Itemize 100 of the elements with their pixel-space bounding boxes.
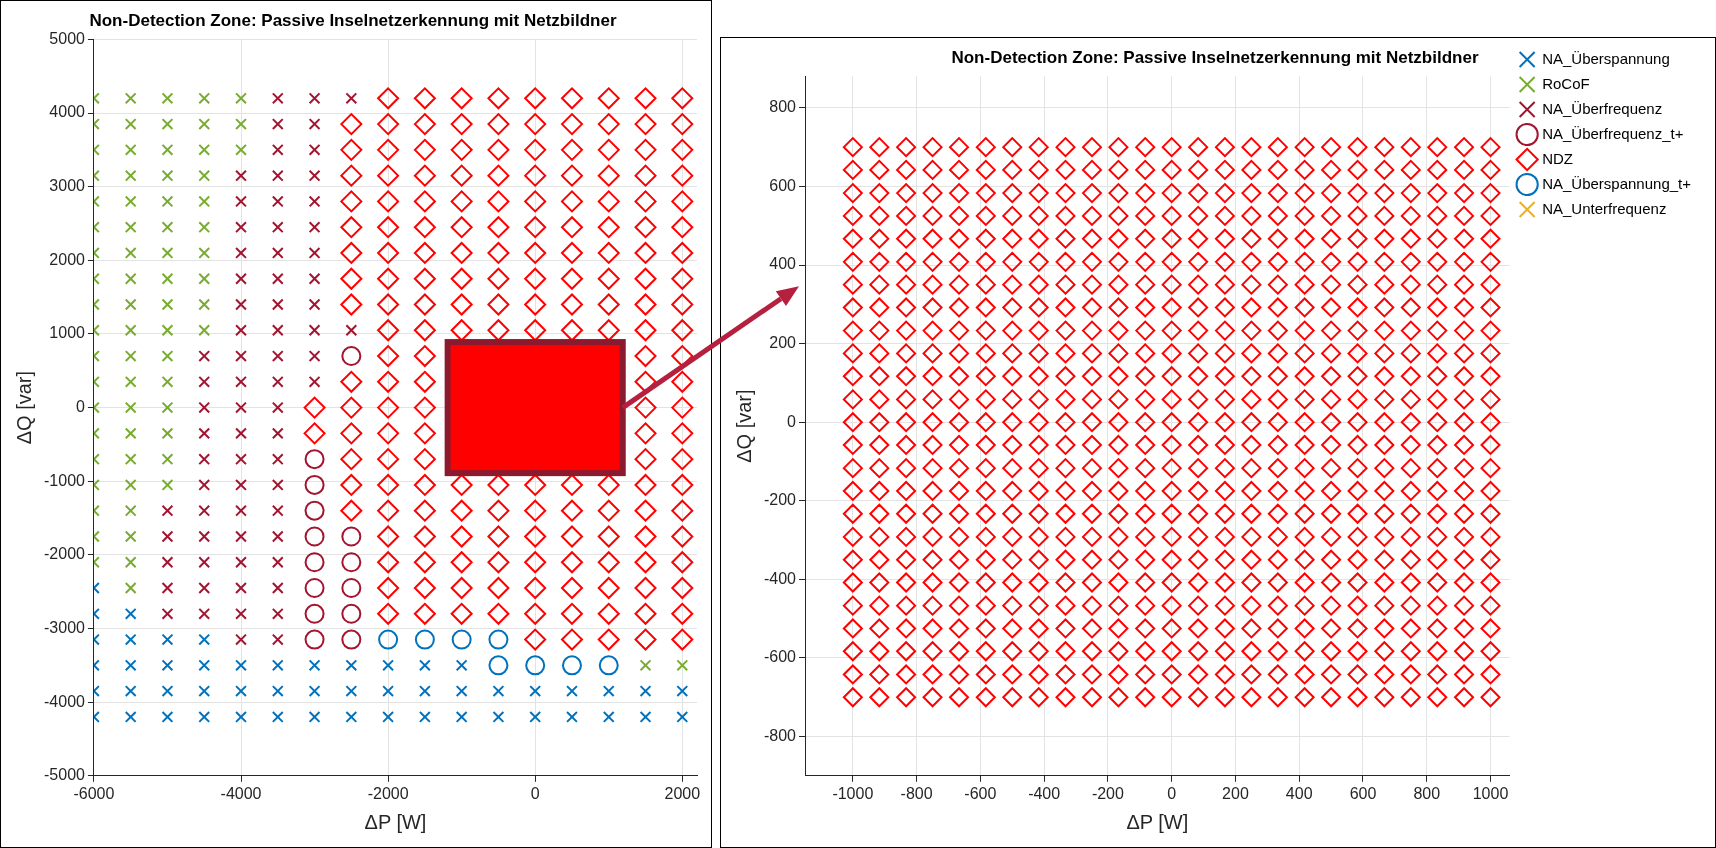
y-tick-label: -1000 [44,471,86,489]
point [345,685,358,698]
x-tick-label: -2000 [367,784,409,802]
point [455,710,468,723]
x-tick-label: -800 [900,784,933,802]
point [341,578,362,599]
point [414,629,435,650]
y-tick-label: -200 [763,491,797,509]
point [161,659,174,672]
point [492,710,505,723]
point [345,659,358,672]
point [525,655,546,676]
point [382,685,395,698]
point [566,685,578,698]
point [455,685,468,698]
x-tick-label: 0 [530,784,540,802]
y-tick-label: 3000 [49,177,86,195]
x-tick-label: -4000 [220,784,262,802]
legend-label: NA_Überfrequenz [1542,99,1663,117]
legend-label: RoCoF [1542,74,1590,92]
y-tick-label: -4000 [44,692,86,710]
point [492,685,505,698]
chart-title: Non-Detection Zone: Passive Inselnetzerkennung mit Netzbildner [951,47,1479,67]
x-axis-title: ΔP [W] [1126,810,1189,833]
point [271,659,284,672]
point [161,633,174,646]
y-tick-label: 600 [769,176,797,194]
point [271,685,284,698]
y-tick-label: 0 [787,412,797,430]
point [382,710,395,723]
point [639,685,652,698]
point [488,629,509,650]
x-tick-label: 600 [1349,784,1377,802]
point [529,685,542,698]
point [598,655,619,676]
point [124,685,137,698]
x-axis-title: ΔP [W] [364,810,427,833]
y-tick-label: -800 [763,726,797,744]
legend-label: NA_Unterfrequenz [1542,199,1667,217]
x-tick-label: -200 [1091,784,1125,802]
point [304,629,325,650]
x-tick-label: 1000 [1472,784,1509,802]
point [529,710,542,723]
point [198,710,211,723]
point [378,629,399,650]
point [304,603,325,624]
y-tick-label: -600 [763,648,797,666]
x-tick-label: 2000 [664,784,701,802]
point [124,659,137,672]
point [488,655,509,676]
point [304,449,325,470]
x-tick-label: -1000 [832,784,874,802]
point [124,607,137,620]
x-tick-label: 200 [1222,784,1249,802]
x-tick-label: -600 [964,784,997,802]
legend-label: NA_Überspannung [1542,49,1670,67]
point [341,526,362,547]
point [676,710,689,723]
legend-label: NDZ [1542,149,1573,167]
legend-label: NA_Überspannung_t+ [1542,174,1692,192]
y-tick-label: 400 [769,255,797,273]
point [235,685,247,698]
point [451,629,472,650]
chart-title: Non-Detection Zone: Passive Inselnetzerkennung mit Netzbildner [89,10,617,30]
point [304,552,325,573]
point [418,659,431,672]
y-tick-label: 4000 [49,103,86,121]
y-tick-label: -400 [763,569,797,587]
point [304,474,325,495]
y-tick-label: -5000 [44,766,86,784]
y-axis-title: ΔQ [var] [12,370,35,445]
point [304,500,325,521]
point [198,633,211,646]
point [198,659,211,672]
point [304,526,325,547]
y-tick-label: -3000 [44,618,86,636]
point [341,346,362,367]
x-tick-label: -6000 [73,784,115,802]
y-tick-label: -2000 [44,545,86,563]
point [124,710,137,723]
y-tick-label: 5000 [49,29,86,47]
legend-label: NA_Überfrequenz_t+ [1542,124,1684,142]
point [161,685,174,698]
point [308,659,321,672]
x-tick-label: 800 [1413,784,1441,802]
y-tick-label: 0 [76,398,86,416]
point [304,578,325,599]
point [345,710,358,723]
x-tick-label: 0 [1167,784,1177,802]
x-tick-label: -400 [1028,784,1061,802]
point [602,685,615,698]
point [382,659,395,672]
point [235,659,247,672]
y-tick-label: 200 [769,333,797,351]
y-axis-title: ΔQ [var] [732,389,755,463]
point [235,710,247,723]
point [308,710,321,723]
point [455,659,468,672]
point [676,685,689,698]
point [341,629,362,650]
